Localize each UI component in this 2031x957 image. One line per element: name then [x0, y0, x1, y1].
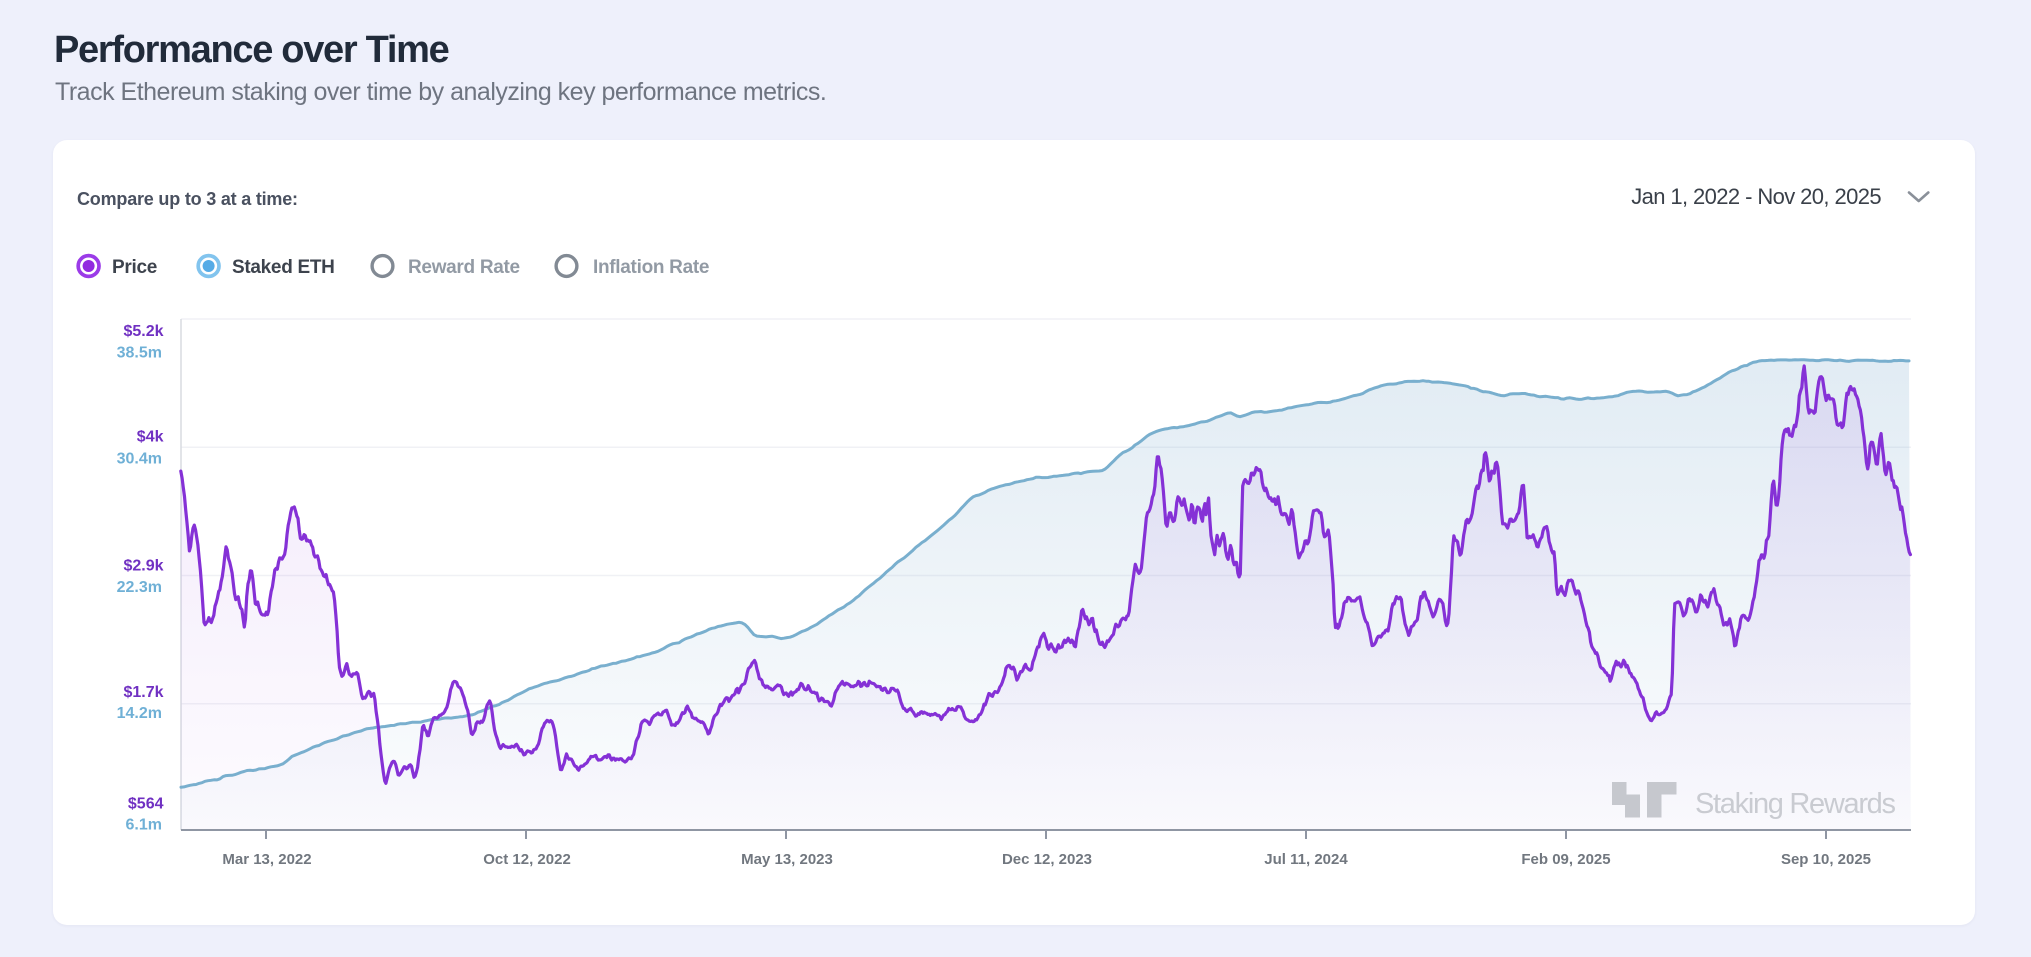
svg-text:22.3m: 22.3m [117, 579, 162, 596]
svg-text:$4k: $4k [137, 429, 164, 446]
svg-text:$1.7k: $1.7k [123, 684, 163, 701]
svg-text:38.5m: 38.5m [117, 345, 162, 362]
svg-text:$564: $564 [128, 796, 164, 813]
svg-text:Staking Rewards: Staking Rewards [1695, 788, 1896, 820]
svg-text:6.1m: 6.1m [126, 817, 162, 834]
svg-text:Sep 10, 2025: Sep 10, 2025 [1781, 851, 1871, 868]
svg-text:Dec 12, 2023: Dec 12, 2023 [1002, 851, 1092, 868]
svg-text:$5.2k: $5.2k [123, 323, 163, 340]
svg-text:14.2m: 14.2m [117, 705, 162, 722]
svg-text:May 13, 2023: May 13, 2023 [741, 851, 833, 868]
svg-text:30.4m: 30.4m [117, 451, 162, 468]
svg-text:Jul 11, 2024: Jul 11, 2024 [1264, 851, 1348, 868]
svg-text:$2.9k: $2.9k [123, 558, 163, 575]
svg-text:Mar 13, 2022: Mar 13, 2022 [222, 851, 311, 868]
svg-text:Feb 09, 2025: Feb 09, 2025 [1521, 851, 1610, 868]
svg-text:Oct 12, 2022: Oct 12, 2022 [483, 851, 571, 868]
